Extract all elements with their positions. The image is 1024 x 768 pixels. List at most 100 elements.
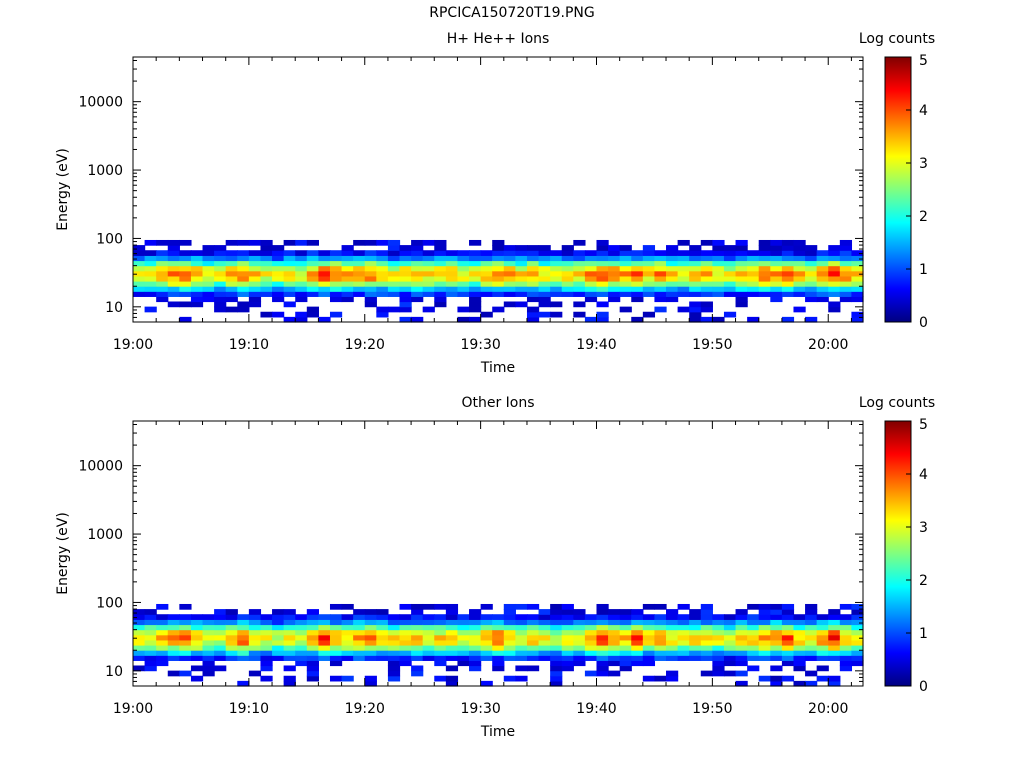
heatmap-cell <box>723 655 737 661</box>
heatmap-cell <box>434 245 447 251</box>
heatmap-cell <box>202 644 215 651</box>
heatmap-cell <box>167 260 180 267</box>
heatmap-cell <box>631 619 644 626</box>
heatmap-cell <box>503 265 516 272</box>
heatmap-cell <box>457 280 470 287</box>
heatmap-cell <box>202 634 215 641</box>
plot-frame <box>132 56 864 323</box>
heatmap-cell <box>538 644 551 651</box>
heatmap-cell <box>214 665 227 672</box>
heatmap-cell <box>608 275 621 282</box>
heatmap-cell <box>399 245 412 251</box>
heatmap-cell <box>561 245 574 251</box>
heatmap-cell <box>272 655 285 661</box>
heatmap-cell <box>712 239 725 246</box>
heatmap-cell <box>353 239 366 246</box>
heatmap-cell <box>364 629 377 636</box>
heatmap-cell <box>190 650 204 656</box>
heatmap-cell <box>411 629 424 636</box>
heatmap-cell <box>434 634 447 641</box>
heatmap-cell <box>457 650 470 656</box>
heatmap-cell <box>295 239 308 246</box>
heatmap-cell <box>642 660 656 667</box>
heatmap-cell <box>619 609 632 615</box>
heatmap-cell <box>214 634 227 641</box>
heatmap-cell <box>411 644 424 651</box>
heatmap-cell <box>573 609 586 615</box>
heatmap-cell <box>411 260 424 267</box>
heatmap-cell <box>445 629 459 636</box>
heatmap-cell <box>329 270 343 277</box>
heatmap-cell <box>642 255 656 262</box>
x-tick-label: 19:50 <box>692 701 732 717</box>
heatmap-cell <box>747 286 760 292</box>
y-tick-label: 10 <box>105 300 123 316</box>
heatmap-cell <box>503 286 516 292</box>
colorbar-tick-label: 2 <box>919 573 928 589</box>
heatmap-cell <box>666 629 679 636</box>
heatmap-cell <box>341 245 354 251</box>
heatmap-cell <box>202 275 215 282</box>
heatmap-cell <box>248 291 262 297</box>
heatmap-cell <box>677 239 690 246</box>
heatmap-cell <box>793 629 806 636</box>
heatmap-cell <box>642 275 656 282</box>
heatmap-cell <box>828 275 841 282</box>
heatmap-cell <box>156 296 169 303</box>
heatmap-cell <box>642 614 656 620</box>
heatmap-cell <box>190 296 204 303</box>
heatmap-cell <box>631 260 644 267</box>
heatmap-cell <box>445 650 459 656</box>
heatmap-cell <box>758 239 771 246</box>
heatmap-cell <box>445 270 459 277</box>
heatmap-cell <box>376 311 389 318</box>
heatmap-cell <box>469 306 482 313</box>
heatmap-cell <box>735 629 748 636</box>
heatmap-cell <box>445 280 459 287</box>
heatmap-cell <box>666 245 679 251</box>
heatmap-cell <box>341 624 354 631</box>
heatmap-cell <box>781 316 795 323</box>
x-axis-label: Time <box>480 360 515 376</box>
heatmap-cell <box>480 619 493 626</box>
heatmap-cell <box>329 265 343 272</box>
heatmap-cell <box>445 680 459 687</box>
heatmap-cell <box>492 255 505 262</box>
heatmap-cell <box>526 619 540 626</box>
heatmap-cell <box>260 629 273 636</box>
heatmap-cell <box>399 250 412 256</box>
heatmap-cell <box>700 265 713 272</box>
heatmap-cell <box>839 255 853 262</box>
y-tick-label: 10000 <box>78 95 123 111</box>
heatmap-cell <box>573 619 586 626</box>
heatmap-cell <box>723 639 737 646</box>
heatmap-cell <box>434 255 447 262</box>
heatmap-cell <box>735 639 748 646</box>
heatmap-cell <box>712 280 725 287</box>
heatmap-cell <box>828 619 841 626</box>
heatmap-cell <box>225 296 238 303</box>
heatmap-cell <box>260 265 273 272</box>
heatmap-cell <box>596 260 609 267</box>
heatmap-cell <box>156 644 169 651</box>
heatmap-cell <box>190 619 204 626</box>
heatmap-cell <box>341 275 354 282</box>
heatmap-cell <box>492 614 505 620</box>
heatmap-cell <box>619 644 632 651</box>
heatmap-cell <box>770 270 783 277</box>
heatmap-cell <box>411 250 424 256</box>
heatmap-cell <box>179 265 192 272</box>
heatmap-cell <box>839 655 853 661</box>
heatmap-cell <box>167 655 180 661</box>
heatmap-cell <box>839 629 853 636</box>
heatmap-cell <box>156 280 169 287</box>
heatmap-cell <box>700 644 713 651</box>
heatmap-cell <box>816 655 829 661</box>
heatmap-cell <box>828 265 841 272</box>
heatmap-cell <box>492 634 505 641</box>
heatmap-cell <box>573 280 586 287</box>
heatmap-cell <box>828 629 841 636</box>
heatmap-cell <box>642 260 656 267</box>
heatmap-cell <box>642 629 656 636</box>
heatmap-cell <box>225 260 238 267</box>
